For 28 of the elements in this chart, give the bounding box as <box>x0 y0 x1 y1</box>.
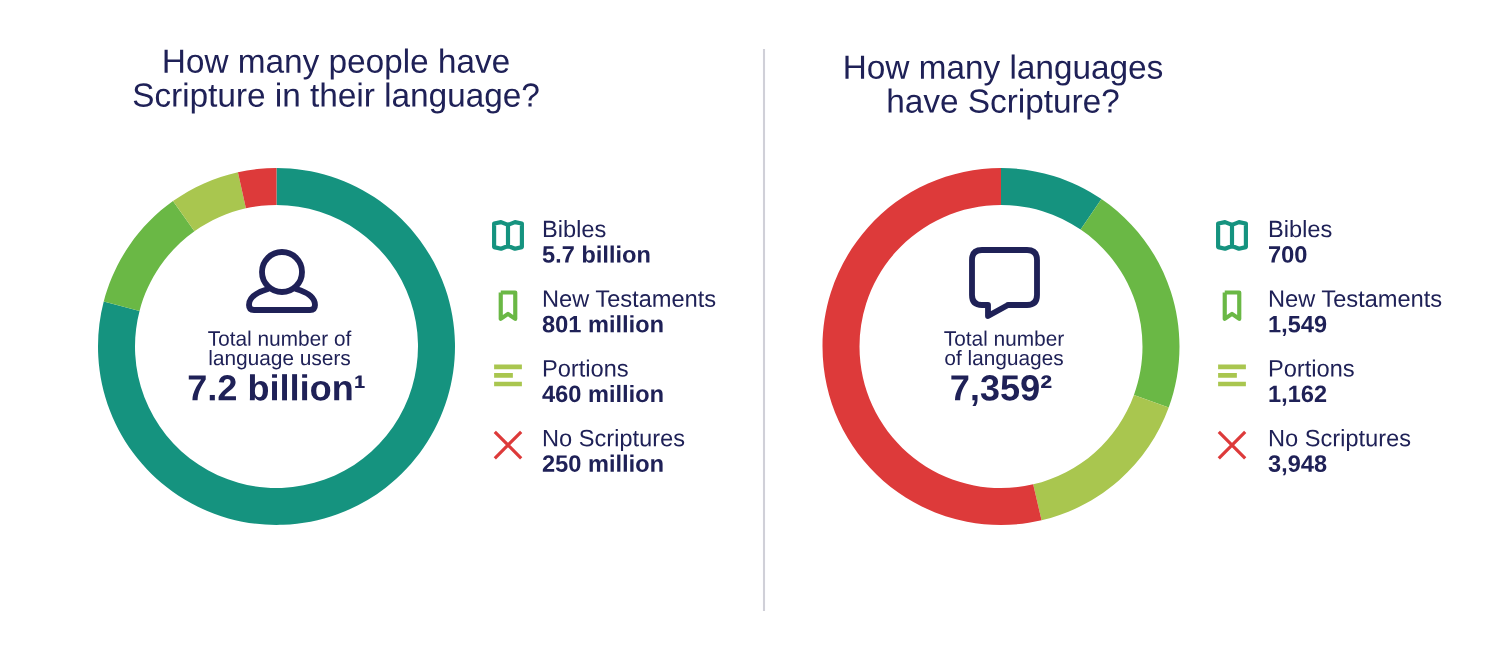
legend-label: Bibles <box>1269 220 1332 238</box>
legend-label: No Scriptures <box>1269 429 1411 452</box>
data-label: 1,549 <box>1269 315 1327 336</box>
legend-label: New Testaments <box>1269 290 1442 308</box>
donut-slice <box>103 201 195 311</box>
text: 7,359² <box>951 375 1052 406</box>
data-label: 3,948 <box>1268 455 1327 476</box>
donut-slice <box>1080 198 1180 408</box>
text: Total number of languages <box>944 330 1064 370</box>
donut-slice <box>237 168 277 209</box>
donut-slice <box>172 172 246 232</box>
legend-label: No Scriptures <box>543 429 685 452</box>
donut-slice <box>98 168 455 525</box>
data-label: 5.7 billion <box>542 245 650 263</box>
legend-label: Portions <box>543 359 628 377</box>
data-label: 1,162 <box>1269 385 1327 406</box>
data-label: 700 <box>1269 246 1307 263</box>
text: 7.2 billion¹ <box>188 374 365 401</box>
chart-title: How many languages have Scripture? <box>845 54 1163 120</box>
chart-title: How many people have Scripture in their language? <box>133 48 539 114</box>
legend-label: New Testaments <box>543 290 716 308</box>
text: Total number of language users <box>208 330 352 370</box>
data-label: 801 million <box>542 315 663 333</box>
data-label: 460 million <box>542 384 663 403</box>
legend-label: Bibles <box>543 220 606 238</box>
donut-slice <box>1001 168 1102 230</box>
legend-label: Portions <box>1269 359 1354 377</box>
data-label: 250 million <box>542 454 663 472</box>
